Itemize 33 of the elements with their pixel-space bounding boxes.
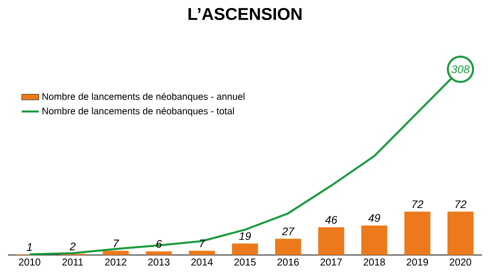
x-tick-label: 2020 — [450, 258, 472, 266]
bar — [361, 225, 388, 255]
x-tick-label: 2011 — [62, 258, 83, 266]
x-tick-label: 2017 — [320, 258, 342, 266]
bar — [146, 251, 172, 255]
x-tick-label: 2016 — [277, 258, 299, 266]
chart-title: L’ASCENSION — [188, 8, 302, 20]
data-label: 72 — [412, 200, 424, 208]
bar — [275, 238, 302, 255]
legend-label: Nombre de lancements de néobanques - annuel — [42, 92, 244, 102]
x-tick-label: 2018 — [364, 258, 385, 266]
x-tick-label: 2010 — [18, 258, 40, 266]
x-tick-label: 2019 — [406, 258, 428, 266]
bar — [102, 250, 129, 255]
data-label: 2 — [70, 242, 76, 250]
data-label: 46 — [325, 216, 338, 224]
x-tick-label: 2013 — [148, 258, 170, 266]
data-label: 1 — [26, 243, 32, 251]
data-label: 7 — [114, 240, 120, 248]
bar — [188, 250, 215, 255]
legend-label: Nombre de lancements de néobanques - total — [42, 107, 234, 116]
data-label: 19 — [239, 232, 251, 240]
x-tick-label: 2012 — [105, 258, 126, 266]
bar — [232, 244, 258, 255]
data-label: 49 — [368, 214, 380, 222]
x-tick-label: 2015 — [234, 258, 256, 266]
data-label: 72 — [455, 200, 466, 208]
bar — [318, 227, 344, 255]
data-label: 308 — [452, 65, 470, 74]
x-tick-label: 2014 — [191, 258, 213, 266]
bar — [404, 212, 430, 255]
bar — [447, 212, 474, 255]
data-label: 27 — [282, 228, 295, 236]
